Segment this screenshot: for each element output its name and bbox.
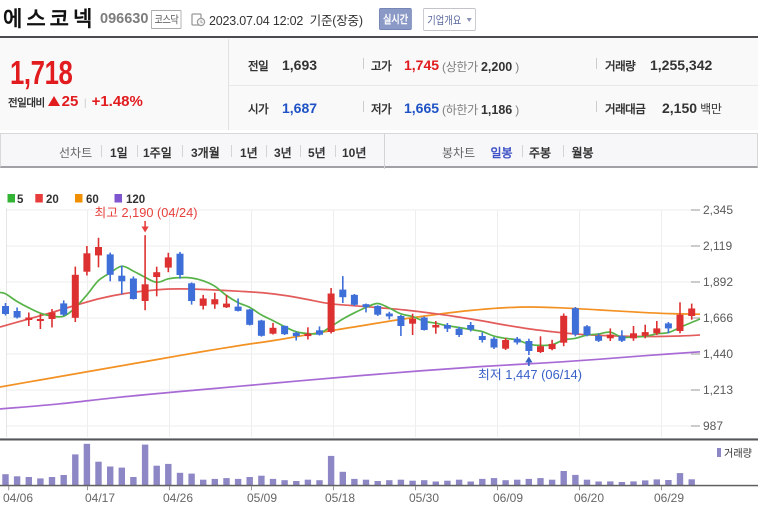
- svg-text:120: 120: [126, 194, 145, 206]
- svg-text:1,440: 1,440: [703, 347, 733, 361]
- svg-text:2,345: 2,345: [703, 203, 733, 217]
- svg-text:04/26: 04/26: [163, 491, 193, 505]
- svg-text:06/09: 06/09: [493, 491, 523, 505]
- svg-text:5: 5: [17, 194, 24, 206]
- svg-text:2,119: 2,119: [703, 239, 732, 253]
- svg-text:06/20: 06/20: [574, 491, 604, 505]
- svg-text:거래량: 거래량: [724, 448, 752, 460]
- svg-text:최고 2,190 (04/24): 최고 2,190 (04/24): [95, 206, 198, 220]
- svg-text:06/29: 06/29: [654, 491, 684, 505]
- svg-text:1,213: 1,213: [703, 383, 733, 397]
- svg-text:최저 1,447 (06/14): 최저 1,447 (06/14): [478, 368, 582, 382]
- svg-text:04/17: 04/17: [85, 491, 115, 505]
- svg-text:1,892: 1,892: [703, 275, 733, 289]
- svg-text:20: 20: [46, 194, 59, 206]
- svg-text:05/30: 05/30: [409, 491, 439, 505]
- svg-text:04/06: 04/06: [3, 491, 33, 505]
- svg-text:05/09: 05/09: [247, 491, 277, 505]
- svg-text:60: 60: [86, 194, 99, 206]
- svg-text:05/18: 05/18: [325, 491, 355, 505]
- svg-text:1,666: 1,666: [703, 311, 733, 325]
- svg-text:987: 987: [703, 419, 723, 433]
